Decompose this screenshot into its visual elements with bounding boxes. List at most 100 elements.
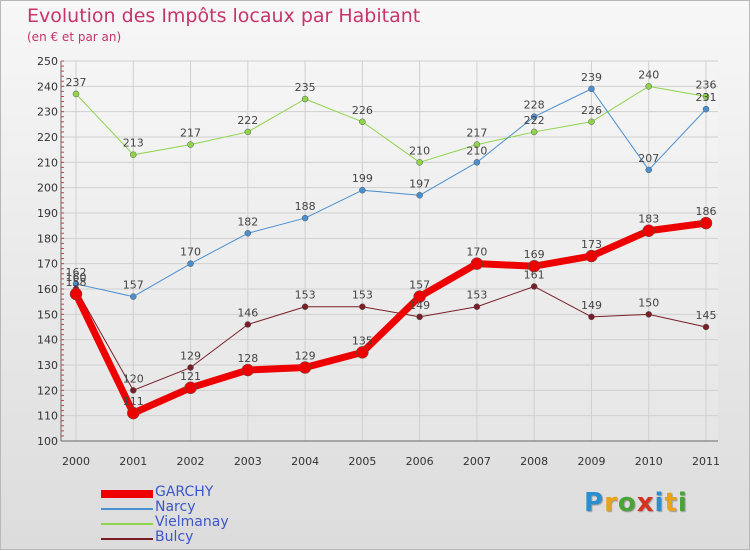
plot-area: [61, 61, 718, 441]
data-label-bulcy: 146: [237, 306, 258, 319]
data-label-garchy: 121: [180, 370, 201, 383]
data-label-bulcy: 150: [638, 296, 659, 309]
data-point-vielmanay: [530, 128, 538, 136]
data-point-bulcy: [244, 321, 252, 328]
legend-label-narcy: Narcy: [155, 499, 196, 515]
data-label-vielmanay: 217: [466, 127, 487, 140]
y-tick-label: 100: [37, 435, 58, 448]
data-point-narcy: [301, 214, 309, 222]
logo-letter: i: [677, 488, 688, 518]
data-point-bulcy: [359, 303, 366, 310]
data-label-narcy: 207: [638, 152, 659, 165]
logo-letter: P: [584, 488, 605, 518]
chart-subtitle: (en € et par an): [27, 30, 122, 44]
data-point-garchy: [470, 257, 484, 270]
data-label-narcy: 157: [123, 279, 144, 292]
x-tick-label: 2004: [291, 455, 319, 468]
data-point-garchy: [298, 361, 312, 374]
y-tick-label: 120: [37, 384, 58, 397]
data-label-garchy: 158: [66, 276, 87, 289]
data-label-bulcy: 153: [295, 289, 316, 302]
data-point-bulcy: [416, 313, 423, 321]
data-label-garchy: 129: [295, 350, 316, 363]
data-label-narcy: 199: [352, 172, 373, 185]
data-label-narcy: 162: [66, 266, 87, 279]
data-point-vielmanay: [301, 95, 309, 103]
data-label-garchy: 183: [638, 213, 659, 226]
x-tick-label: 2011: [692, 455, 720, 468]
data-label-bulcy: 160: [66, 271, 87, 284]
data-point-vielmanay: [244, 128, 252, 136]
data-label-bulcy: 129: [180, 350, 201, 363]
data-point-vielmanay: [588, 118, 595, 126]
legend-swatch-vielmanay: [101, 523, 153, 525]
data-point-bulcy: [473, 303, 481, 310]
data-label-bulcy: 153: [352, 289, 373, 302]
y-tick-label: 110: [37, 410, 58, 423]
data-label-vielmanay: 236: [696, 78, 717, 91]
chart-title: Evolution des Impôts locaux par Habitant: [27, 5, 421, 27]
data-label-vielmanay: 226: [581, 104, 602, 117]
y-tick-label: 190: [37, 207, 58, 220]
y-tick-label: 180: [37, 232, 58, 245]
data-point-garchy: [127, 406, 140, 420]
legend-label-bulcy: Bulcy: [155, 529, 194, 545]
y-tick-label: 140: [37, 334, 58, 347]
data-point-narcy: [530, 113, 538, 120]
data-label-bulcy: 145: [696, 309, 717, 322]
data-label-garchy: 157: [409, 279, 430, 292]
y-tick-label: 160: [37, 283, 58, 296]
x-tick-label: 2001: [119, 455, 147, 468]
data-label-narcy: 210: [466, 144, 487, 157]
data-label-vielmanay: 222: [237, 114, 258, 127]
data-point-narcy: [130, 293, 137, 300]
data-label-vielmanay: 235: [295, 81, 316, 94]
data-point-vielmanay: [473, 141, 481, 148]
data-point-bulcy: [702, 323, 710, 331]
data-label-garchy: 169: [524, 248, 545, 261]
data-point-bulcy: [588, 313, 595, 321]
data-label-garchy: 111: [123, 395, 144, 408]
series-line-garchy: [72, 219, 707, 417]
data-label-vielmanay: 237: [66, 76, 87, 89]
data-point-bulcy: [130, 387, 137, 394]
logo-letter: o: [617, 488, 637, 518]
data-label-bulcy: 149: [581, 299, 602, 312]
data-label-narcy: 239: [581, 71, 602, 84]
legend-label-garchy: GARCHY: [155, 484, 214, 500]
data-point-garchy: [527, 259, 541, 273]
data-label-garchy: 128: [237, 352, 258, 365]
data-label-garchy: 173: [581, 238, 602, 251]
data-label-vielmanay: 213: [123, 137, 144, 150]
data-point-narcy: [473, 159, 481, 166]
data-point-garchy: [699, 216, 713, 230]
data-label-bulcy: 149: [409, 299, 430, 312]
data-label-garchy: 186: [696, 205, 717, 218]
legend-item-bulcy: Bulcy: [101, 529, 301, 547]
data-point-vielmanay: [72, 90, 80, 98]
x-tick-label: 2000: [62, 455, 90, 468]
series-line-bulcy: [75, 285, 707, 391]
data-label-vielmanay: 226: [352, 104, 373, 117]
data-label-vielmanay: 222: [524, 114, 545, 127]
data-label-vielmanay: 240: [638, 68, 659, 81]
data-point-vielmanay: [359, 118, 366, 126]
data-point-narcy: [187, 260, 194, 267]
y-tick-label: 150: [37, 308, 58, 321]
data-point-garchy: [642, 224, 655, 237]
data-point-bulcy: [530, 283, 538, 290]
data-point-vielmanay: [702, 93, 710, 100]
data-point-bulcy: [645, 311, 652, 318]
data-point-vielmanay: [645, 83, 652, 90]
data-label-bulcy: 153: [466, 289, 487, 302]
x-tick-label: 2007: [463, 455, 491, 468]
data-label-narcy: 231: [696, 91, 717, 104]
series-line-vielmanay: [75, 85, 707, 163]
data-point-vielmanay: [187, 141, 194, 148]
logo-letter: t: [664, 488, 678, 518]
data-point-narcy: [702, 105, 710, 113]
data-label-vielmanay: 210: [409, 144, 430, 157]
data-point-garchy: [184, 381, 197, 395]
legend-item-vielmanay: Vielmanay: [101, 514, 301, 532]
